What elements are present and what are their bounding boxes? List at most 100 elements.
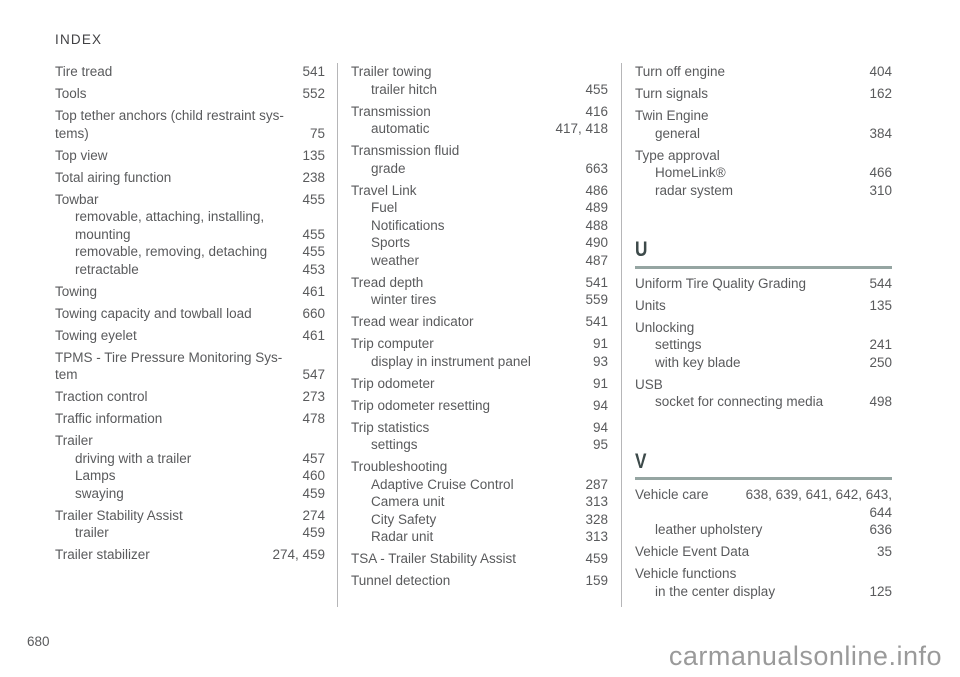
index-columns: Tire tread 541 Tools 552 Top tether anchors … (55, 63, 892, 607)
entry-page: 274, 459 (272, 547, 325, 562)
entry-label: Trailer (55, 433, 93, 448)
entry-label: Units (635, 297, 666, 313)
watermark: carmanualsonline.info (668, 641, 942, 671)
index-sub-entry: display in instrument panel 93 (351, 353, 608, 371)
entry-page: 313 (585, 529, 608, 544)
entry-label: radar system (655, 182, 734, 198)
index-entry: TPMS - Tire Pressure Monitoring Sys- tem… (55, 349, 325, 384)
entry-page: 313 (585, 494, 608, 509)
entry-page: 135 (302, 147, 325, 163)
entry-page: 541 (302, 64, 325, 79)
entry-label: Transmission (351, 103, 431, 119)
entry-label: Tread depth (351, 274, 424, 290)
entry-label: Trip odometer resetting (351, 397, 491, 413)
index-sub-entry: Lamps 460 (55, 467, 325, 485)
index-sub-entry: general 384 (635, 125, 892, 143)
entry-label: Type approval (635, 147, 720, 163)
entry-page: 162 (869, 86, 892, 101)
entry-label: automatic (371, 121, 430, 136)
entry-page: 159 (585, 573, 608, 588)
index-group: Units 135 (635, 297, 892, 315)
index-sub-entry: socket for connecting media 498 (635, 393, 892, 411)
entry-label: Trip computer (351, 336, 434, 351)
entry-label: Tunnel detection (351, 573, 451, 588)
entry-label: TPMS - Tire Pressure Monitoring Sys- tem (55, 349, 283, 383)
entry-page: 287 (585, 476, 608, 492)
entry-page: 455 (302, 191, 325, 207)
index-entry: Turn off engine 404 (635, 63, 892, 81)
entry-label: Radar unit (371, 529, 434, 544)
entry-page: 238 (302, 169, 325, 185)
section-heading-v: V (635, 449, 892, 480)
index-group: Traction control 273 (55, 388, 325, 406)
entry-page: 75 (309, 125, 325, 141)
entry-page: 328 (585, 511, 608, 527)
index-group: Transmission 416 automatic 417, 418 (351, 103, 608, 138)
entry-label: Turn signals (635, 86, 709, 101)
index-entry: Towing 461 (55, 283, 325, 301)
page-number: 680 (27, 634, 50, 649)
entry-label: Camera unit (371, 494, 445, 509)
section-rule (635, 265, 892, 269)
entry-page: 135 (869, 297, 892, 313)
index-entry: Tunnel detection 159 (351, 572, 608, 590)
index-group: Uniform Tire Quality Grading 544 (635, 275, 892, 293)
index-entry: Vehicle care 638, 639, 641, 642, 643, 644 (635, 486, 892, 521)
index-sub-entry: settings 241 (635, 336, 892, 354)
entry-page: 417, 418 (555, 121, 608, 136)
entry-label: Trailer stabilizer (55, 547, 150, 562)
entry-label: driving with a trailer (75, 450, 192, 466)
entry-page: 638, 639, 641, 642, 643, 644 (745, 487, 892, 520)
entry-page: 660 (302, 305, 325, 321)
index-entry: Turn signals 162 (635, 85, 892, 103)
entry-label: Vehicle care (635, 487, 709, 502)
index-group: Tire tread 541 (55, 63, 325, 81)
entry-page: 544 (869, 275, 892, 291)
entry-label: settings (371, 437, 418, 452)
entry-label: Troubleshooting (351, 459, 448, 474)
index-group: Top view 135 (55, 147, 325, 165)
entry-label: Total airing function (55, 169, 172, 185)
entry-page: 125 (869, 583, 892, 599)
index-entry: Transmission 416 (351, 103, 608, 121)
entry-page: 274 (302, 507, 325, 523)
entry-page: 547 (302, 367, 325, 382)
index-entry: Tire tread 541 (55, 63, 325, 81)
index-entry: Traction control 273 (55, 388, 325, 406)
entry-label: Uniform Tire Quality Grading (635, 275, 807, 291)
entry-label: in the center display (655, 583, 776, 599)
index-entry: Trailer (55, 432, 325, 450)
index-group: Trip odometer 91 (351, 375, 608, 393)
entry-label: Top tether anchors (child restraint sys-… (55, 108, 284, 141)
index-entry: Towing capacity and towball load 660 (55, 305, 325, 323)
index-sub-entry: removable, attaching, installing, mounti… (55, 208, 325, 243)
entry-label: socket for connecting media (655, 394, 824, 409)
entry-label: Towbar (55, 191, 99, 207)
index-group: Troubleshooting Adaptive Cruise Control 28… (351, 458, 608, 546)
entry-label: Tread wear indicator (351, 314, 474, 329)
entry-page: 384 (869, 125, 892, 141)
index-entry: Trailer towing (351, 63, 608, 81)
entry-label: Towing (55, 283, 98, 299)
entry-page: 466 (869, 165, 892, 180)
entry-page: 310 (869, 182, 892, 198)
entry-label: Traction control (55, 389, 148, 404)
entry-label: Tools (55, 86, 87, 101)
index-group: Unlocking settings 241 with key blade 250 (635, 319, 892, 372)
entry-label: leather upholstery (655, 522, 763, 537)
section-letter: V (635, 449, 647, 473)
entry-page: 416 (585, 103, 608, 119)
entry-label: Trailer Stability Assist (55, 507, 183, 523)
entry-page: 455 (585, 81, 608, 97)
index-group: Tread wear indicator 541 (351, 313, 608, 331)
entry-label: display in instrument panel (371, 353, 531, 369)
entry-label: Vehicle functions (635, 566, 737, 581)
entry-label: retractable (75, 261, 139, 277)
index-group: Trailer driving with a trailer 457 Lamps 460… (55, 432, 325, 502)
index-group: Towing 461 (55, 283, 325, 301)
entry-page: 457 (302, 450, 325, 466)
entry-label: Towing capacity and towball load (55, 305, 252, 321)
index-sub-entry: trailer hitch 455 (351, 81, 608, 99)
index-group: Trailer Stability Assist 274 trailer 459 (55, 507, 325, 542)
index-sub-entry: radar system 310 (635, 182, 892, 200)
